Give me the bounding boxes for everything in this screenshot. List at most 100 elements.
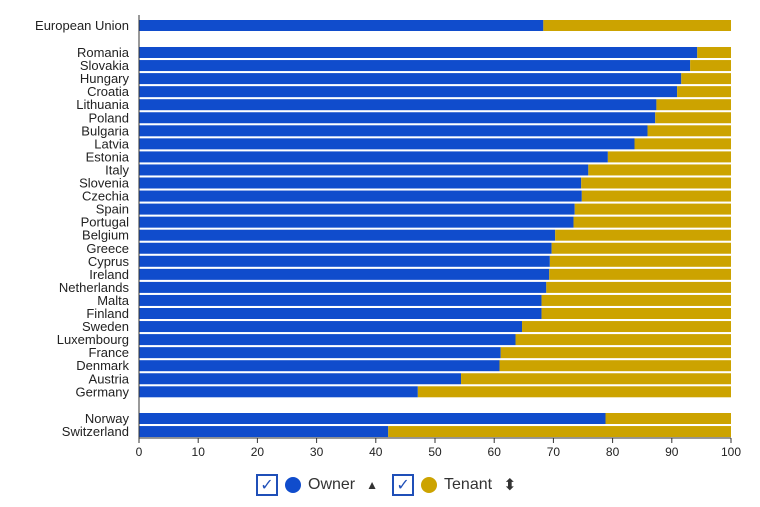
bar-owner[interactable] <box>139 125 648 137</box>
bar-owner[interactable] <box>139 386 418 398</box>
category-label: Italy <box>105 162 129 177</box>
bar-owner[interactable] <box>139 112 656 124</box>
bar-tenant[interactable] <box>581 190 731 202</box>
legend-owner[interactable]: ✓ Owner ▲ <box>256 474 378 496</box>
category-label: Slovenia <box>79 176 130 191</box>
bar-tenant[interactable] <box>607 151 731 163</box>
category-label: Malta <box>97 293 130 308</box>
category-label: Ireland <box>89 267 129 282</box>
bar-tenant[interactable] <box>581 177 731 189</box>
bar-owner[interactable] <box>139 334 516 346</box>
category-label: European Union <box>35 18 129 33</box>
bar-tenant[interactable] <box>588 164 731 176</box>
bar-owner[interactable] <box>139 73 682 85</box>
bar-owner[interactable] <box>139 255 550 267</box>
x-tick-label: 60 <box>488 445 502 459</box>
bar-owner[interactable] <box>139 294 542 306</box>
bar-owner[interactable] <box>139 138 635 150</box>
tenant-checkbox[interactable]: ✓ <box>392 474 415 496</box>
x-tick-label: 100 <box>721 445 741 459</box>
bar-owner[interactable] <box>139 86 678 98</box>
bar-owner[interactable] <box>139 229 556 241</box>
category-label: Germany <box>76 384 130 399</box>
bar-tenant[interactable] <box>549 255 731 267</box>
bar-tenant[interactable] <box>500 347 731 359</box>
x-tick-label: 10 <box>192 445 206 459</box>
category-label: Switzerland <box>62 424 129 439</box>
bar-tenant[interactable] <box>573 216 731 228</box>
category-label: Greece <box>86 241 129 256</box>
owner-checkbox[interactable]: ✓ <box>256 474 278 496</box>
bar-owner[interactable] <box>139 308 542 319</box>
bar-tenant[interactable] <box>655 112 731 124</box>
bar-tenant[interactable] <box>417 386 731 398</box>
bar-tenant[interactable] <box>647 125 731 137</box>
bar-tenant[interactable] <box>634 138 731 150</box>
bar-tenant[interactable] <box>522 321 731 333</box>
owner-label: Owner <box>308 476 356 493</box>
x-tick-label: 40 <box>369 445 383 459</box>
category-label: Latvia <box>94 136 129 151</box>
bar-tenant[interactable] <box>543 20 731 31</box>
bar-owner[interactable] <box>139 216 574 228</box>
tenant-dot-icon <box>421 477 438 493</box>
category-label: Cyprus <box>88 254 130 269</box>
legend: ✓ Owner ▲ ✓ Tenant ⬍ <box>256 474 516 496</box>
bar-tenant[interactable] <box>541 308 731 319</box>
bar-owner[interactable] <box>139 321 523 333</box>
legend-tenant[interactable]: ✓ Tenant ⬍ <box>392 474 516 496</box>
bar-owner[interactable] <box>139 151 608 163</box>
category-label: Belgium <box>82 228 129 243</box>
category-label: France <box>89 345 129 360</box>
category-label: Croatia <box>87 84 130 99</box>
category-label: Estonia <box>86 149 130 164</box>
category-label: Hungary <box>80 71 130 86</box>
bar-owner[interactable] <box>139 47 698 58</box>
category-label: Luxembourg <box>57 332 129 347</box>
bar-tenant[interactable] <box>605 413 731 424</box>
bar-owner[interactable] <box>139 281 547 293</box>
bar-tenant[interactable] <box>681 73 731 85</box>
bar-tenant[interactable] <box>546 281 731 293</box>
bar-tenant[interactable] <box>697 47 731 58</box>
bar-tenant[interactable] <box>555 229 731 241</box>
category-label: Norway <box>85 411 130 426</box>
bar-owner[interactable] <box>139 426 389 438</box>
bar-tenant[interactable] <box>551 242 731 254</box>
bar-owner[interactable] <box>139 20 544 31</box>
bar-owner[interactable] <box>139 203 575 215</box>
x-tick-label: 0 <box>136 445 143 459</box>
x-tick-label: 70 <box>547 445 561 459</box>
category-label: Spain <box>96 202 129 217</box>
bar-tenant[interactable] <box>388 426 731 438</box>
category-label: Austria <box>89 371 130 386</box>
bar-tenant[interactable] <box>549 268 731 280</box>
bar-owner[interactable] <box>139 164 589 176</box>
bar-owner[interactable] <box>139 242 552 254</box>
category-label: Poland <box>89 110 129 125</box>
bar-owner[interactable] <box>139 347 501 359</box>
x-tick-label: 50 <box>428 445 442 459</box>
bar-tenant[interactable] <box>574 203 731 215</box>
bar-tenant[interactable] <box>461 373 731 385</box>
bar-tenant[interactable] <box>656 99 731 111</box>
bar-tenant[interactable] <box>677 86 731 98</box>
bar-tenant[interactable] <box>515 334 731 346</box>
tenant-label: Tenant <box>444 476 493 493</box>
bar-owner[interactable] <box>139 60 691 72</box>
sort-asc-icon[interactable]: ▲ <box>366 478 379 492</box>
bar-owner[interactable] <box>139 268 550 280</box>
bar-owner[interactable] <box>139 177 582 189</box>
category-label: Bulgaria <box>81 123 129 138</box>
bar-tenant[interactable] <box>690 60 731 72</box>
category-label: Slovakia <box>80 58 130 73</box>
bar-owner[interactable] <box>139 360 500 372</box>
bar-owner[interactable] <box>139 190 582 202</box>
sort-both-icon[interactable]: ⬍ <box>503 477 517 494</box>
category-label: Czechia <box>82 189 130 204</box>
bar-owner[interactable] <box>139 413 606 424</box>
bar-tenant[interactable] <box>541 294 731 306</box>
bar-owner[interactable] <box>139 99 657 111</box>
bar-tenant[interactable] <box>499 360 731 372</box>
bar-owner[interactable] <box>139 373 462 385</box>
